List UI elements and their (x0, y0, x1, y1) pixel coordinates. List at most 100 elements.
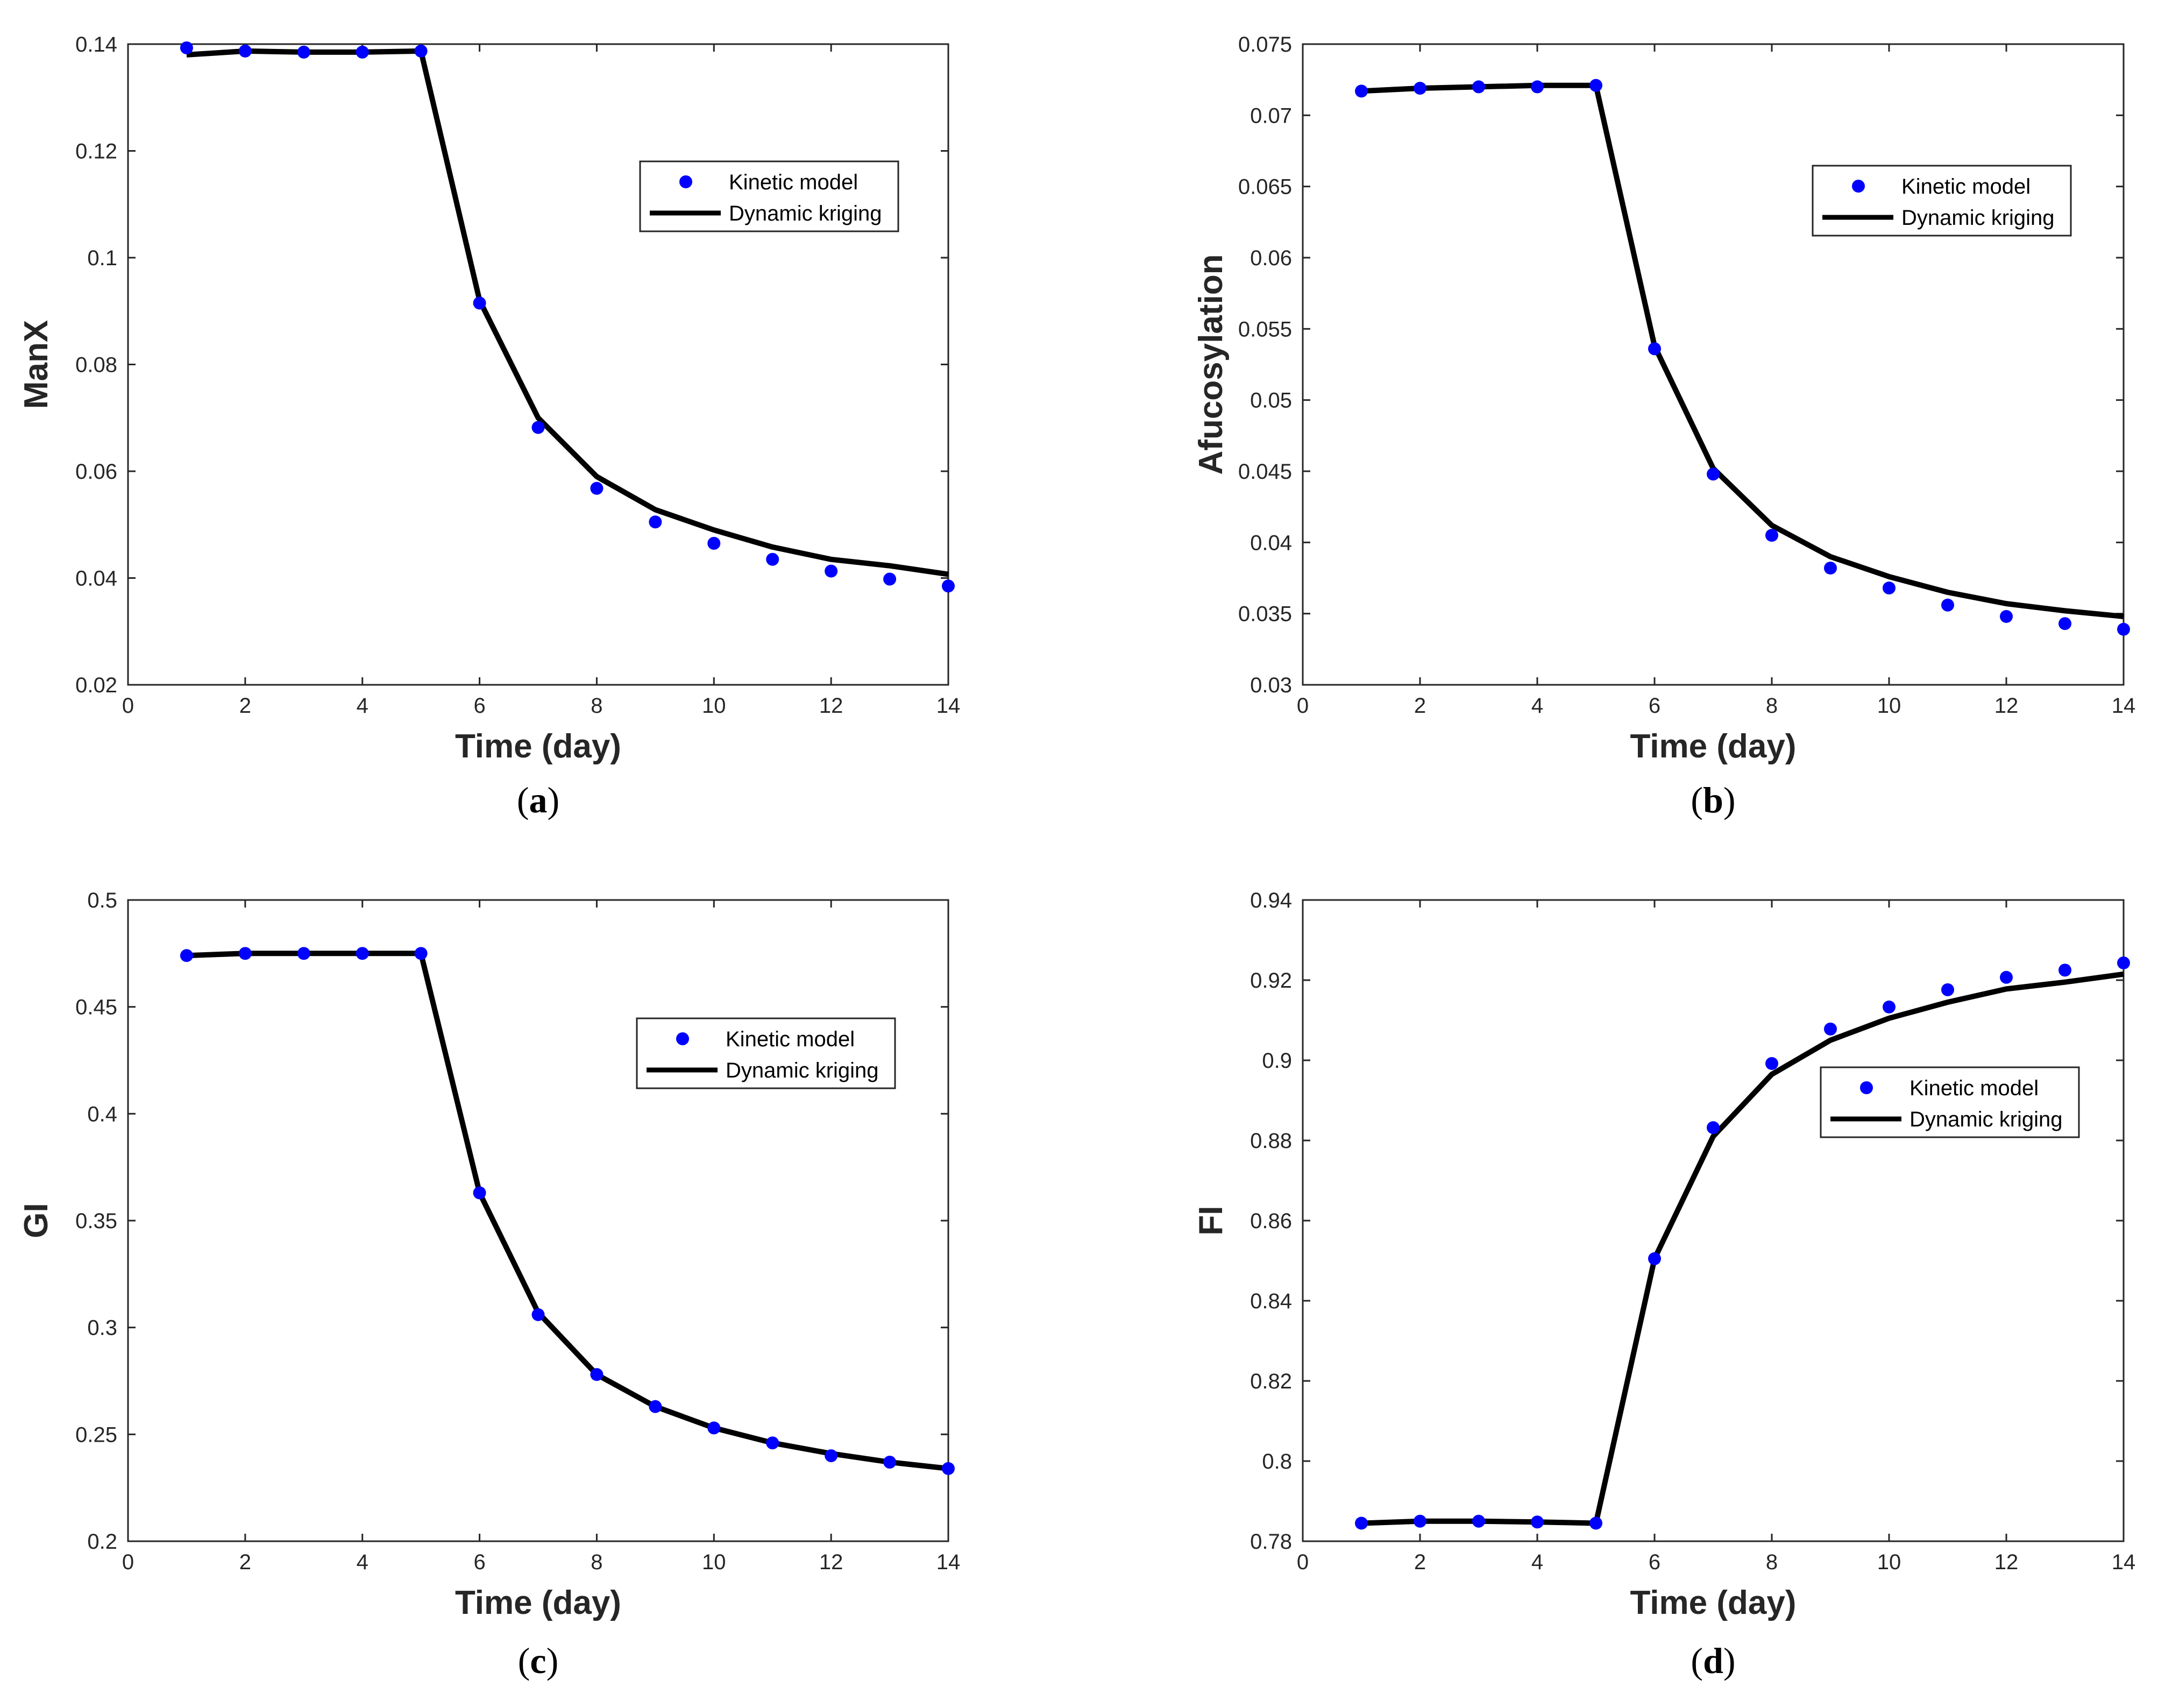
y-tick-label: 0.2 (87, 1530, 117, 1554)
data-point-kinetic-model (1941, 983, 1954, 996)
chart-panel-a: 0 2 4 6 8 10 12 14 0.02 0.04 0.06 0.08 0.1 0.12 0.14 Ti… (18, 33, 960, 820)
y-tick-label: 0.055 (1238, 317, 1292, 341)
y-tick-label: 0.03 (1250, 674, 1292, 697)
x-tick-label: 12 (1994, 694, 2019, 718)
plot-area (1302, 899, 2125, 1542)
data-point-kinetic-model (1765, 1057, 1778, 1070)
x-axis-label: Time (day) (1630, 1584, 1797, 1621)
data-point-kinetic-model (825, 564, 838, 578)
data-point-kinetic-model (1472, 1514, 1485, 1528)
x-tick-label: 4 (357, 694, 368, 718)
series-line-dynamic-kriging (1361, 971, 2124, 1526)
x-axis-label: Time (day) (455, 728, 621, 765)
x-tick-label: 0 (122, 694, 134, 718)
panel-caption: (d) (1691, 1640, 1735, 1681)
data-point-kinetic-model (1824, 561, 1837, 575)
y-tick-label: 0.02 (75, 674, 117, 697)
x-tick-label: 6 (473, 694, 485, 718)
data-point-kinetic-model (590, 481, 604, 495)
x-tick-label: 8 (1766, 1550, 1778, 1574)
data-point-kinetic-model (531, 1308, 545, 1321)
plot-area (127, 43, 949, 686)
data-point-kinetic-model (825, 1449, 838, 1463)
legend-label: Kinetic model (726, 1027, 855, 1051)
x-tick-label: 0 (1297, 694, 1309, 718)
x-tick-label: 14 (936, 1550, 961, 1574)
data-point-kinetic-model (531, 421, 545, 434)
legend-label: Dynamic kriging (726, 1059, 879, 1082)
y-axis-label: ManX (18, 320, 55, 409)
y-tick-label: 0.88 (1250, 1129, 1292, 1153)
chart-panel-d: 0 2 4 6 8 10 12 14 0.78 0.8 0.82 0.84 0.86 0.88 0.9 0.9… (1192, 889, 2135, 1681)
x-tick-label: 8 (1766, 694, 1778, 718)
data-point-kinetic-model (766, 1436, 779, 1450)
x-tick-label: 14 (2112, 1550, 2136, 1574)
x-tick-label: 10 (1877, 694, 1901, 718)
x-tick-label: 4 (1531, 1550, 1543, 1574)
data-point-kinetic-model (590, 1368, 604, 1381)
y-axis-label: Afucosylation (1192, 254, 1230, 475)
data-point-kinetic-model (1531, 1515, 1544, 1529)
data-point-kinetic-model (883, 572, 897, 586)
x-tick-label: 10 (1877, 1550, 1901, 1574)
legend-box (639, 160, 899, 232)
legend-label: Dynamic kriging (1901, 206, 2055, 230)
data-point-kinetic-model (297, 45, 310, 59)
y-tick-label: 0.78 (1250, 1530, 1292, 1554)
y-tick-label: 0.45 (75, 996, 117, 1019)
y-tick-label: 0.075 (1238, 33, 1292, 56)
data-point-kinetic-model (1824, 1022, 1837, 1036)
x-tick-label: 14 (2112, 694, 2136, 718)
y-tick-label: 0.8 (1262, 1450, 1292, 1473)
data-point-kinetic-model (1414, 1514, 1426, 1528)
plot-area (127, 899, 949, 1542)
legend-marker-kinetic-model (1852, 180, 1865, 193)
data-point-kinetic-model (414, 44, 428, 58)
data-point-kinetic-model (942, 579, 955, 593)
data-point-kinetic-model (1765, 529, 1778, 542)
y-tick-label: 0.07 (1250, 104, 1292, 127)
data-point-kinetic-model (942, 1462, 955, 1475)
y-tick-label: 0.05 (1250, 389, 1292, 413)
legend-label: Dynamic kriging (1909, 1108, 2063, 1131)
data-point-kinetic-model (1883, 1000, 1896, 1014)
y-tick-label: 0.06 (75, 460, 117, 484)
data-point-kinetic-model (649, 1400, 662, 1413)
data-point-kinetic-model (1355, 84, 1368, 98)
data-point-kinetic-model (766, 552, 779, 566)
y-tick-label: 0.4 (87, 1102, 117, 1126)
y-tick-label: 0.035 (1238, 603, 1292, 626)
data-point-kinetic-model (238, 44, 252, 58)
data-point-kinetic-model (1589, 1516, 1602, 1530)
y-tick-label: 0.065 (1238, 175, 1292, 199)
legend-label: Kinetic model (1901, 175, 2031, 199)
data-point-kinetic-model (1883, 582, 1896, 595)
y-tick-label: 0.14 (75, 33, 117, 56)
y-tick-label: 0.25 (75, 1423, 117, 1447)
data-point-kinetic-model (2117, 956, 2130, 969)
legend-marker-kinetic-model (679, 175, 692, 188)
data-point-kinetic-model (180, 41, 193, 54)
data-point-kinetic-model (2000, 970, 2013, 984)
data-point-kinetic-model (414, 947, 428, 960)
data-point-kinetic-model (2058, 963, 2071, 977)
data-point-kinetic-model (180, 949, 193, 962)
legend-label: Kinetic model (1909, 1076, 2039, 1100)
x-tick-label: 2 (1414, 1550, 1426, 1574)
x-tick-label: 12 (819, 1550, 843, 1574)
data-point-kinetic-model (1355, 1516, 1368, 1530)
y-tick-label: 0.84 (1250, 1289, 1292, 1313)
y-tick-label: 0.82 (1250, 1370, 1292, 1393)
legend-box (1812, 165, 2072, 237)
data-point-kinetic-model (473, 296, 486, 310)
series-line-dynamic-kriging (186, 48, 949, 577)
data-point-kinetic-model (1589, 79, 1602, 92)
legend-box (636, 1017, 896, 1089)
data-point-kinetic-model (707, 1421, 721, 1435)
x-tick-label: 8 (591, 694, 602, 718)
data-point-kinetic-model (1707, 1121, 1720, 1135)
legend-label: Dynamic kriging (729, 202, 882, 225)
x-tick-label: 6 (473, 1550, 485, 1574)
y-tick-label: 0.1 (87, 246, 117, 270)
